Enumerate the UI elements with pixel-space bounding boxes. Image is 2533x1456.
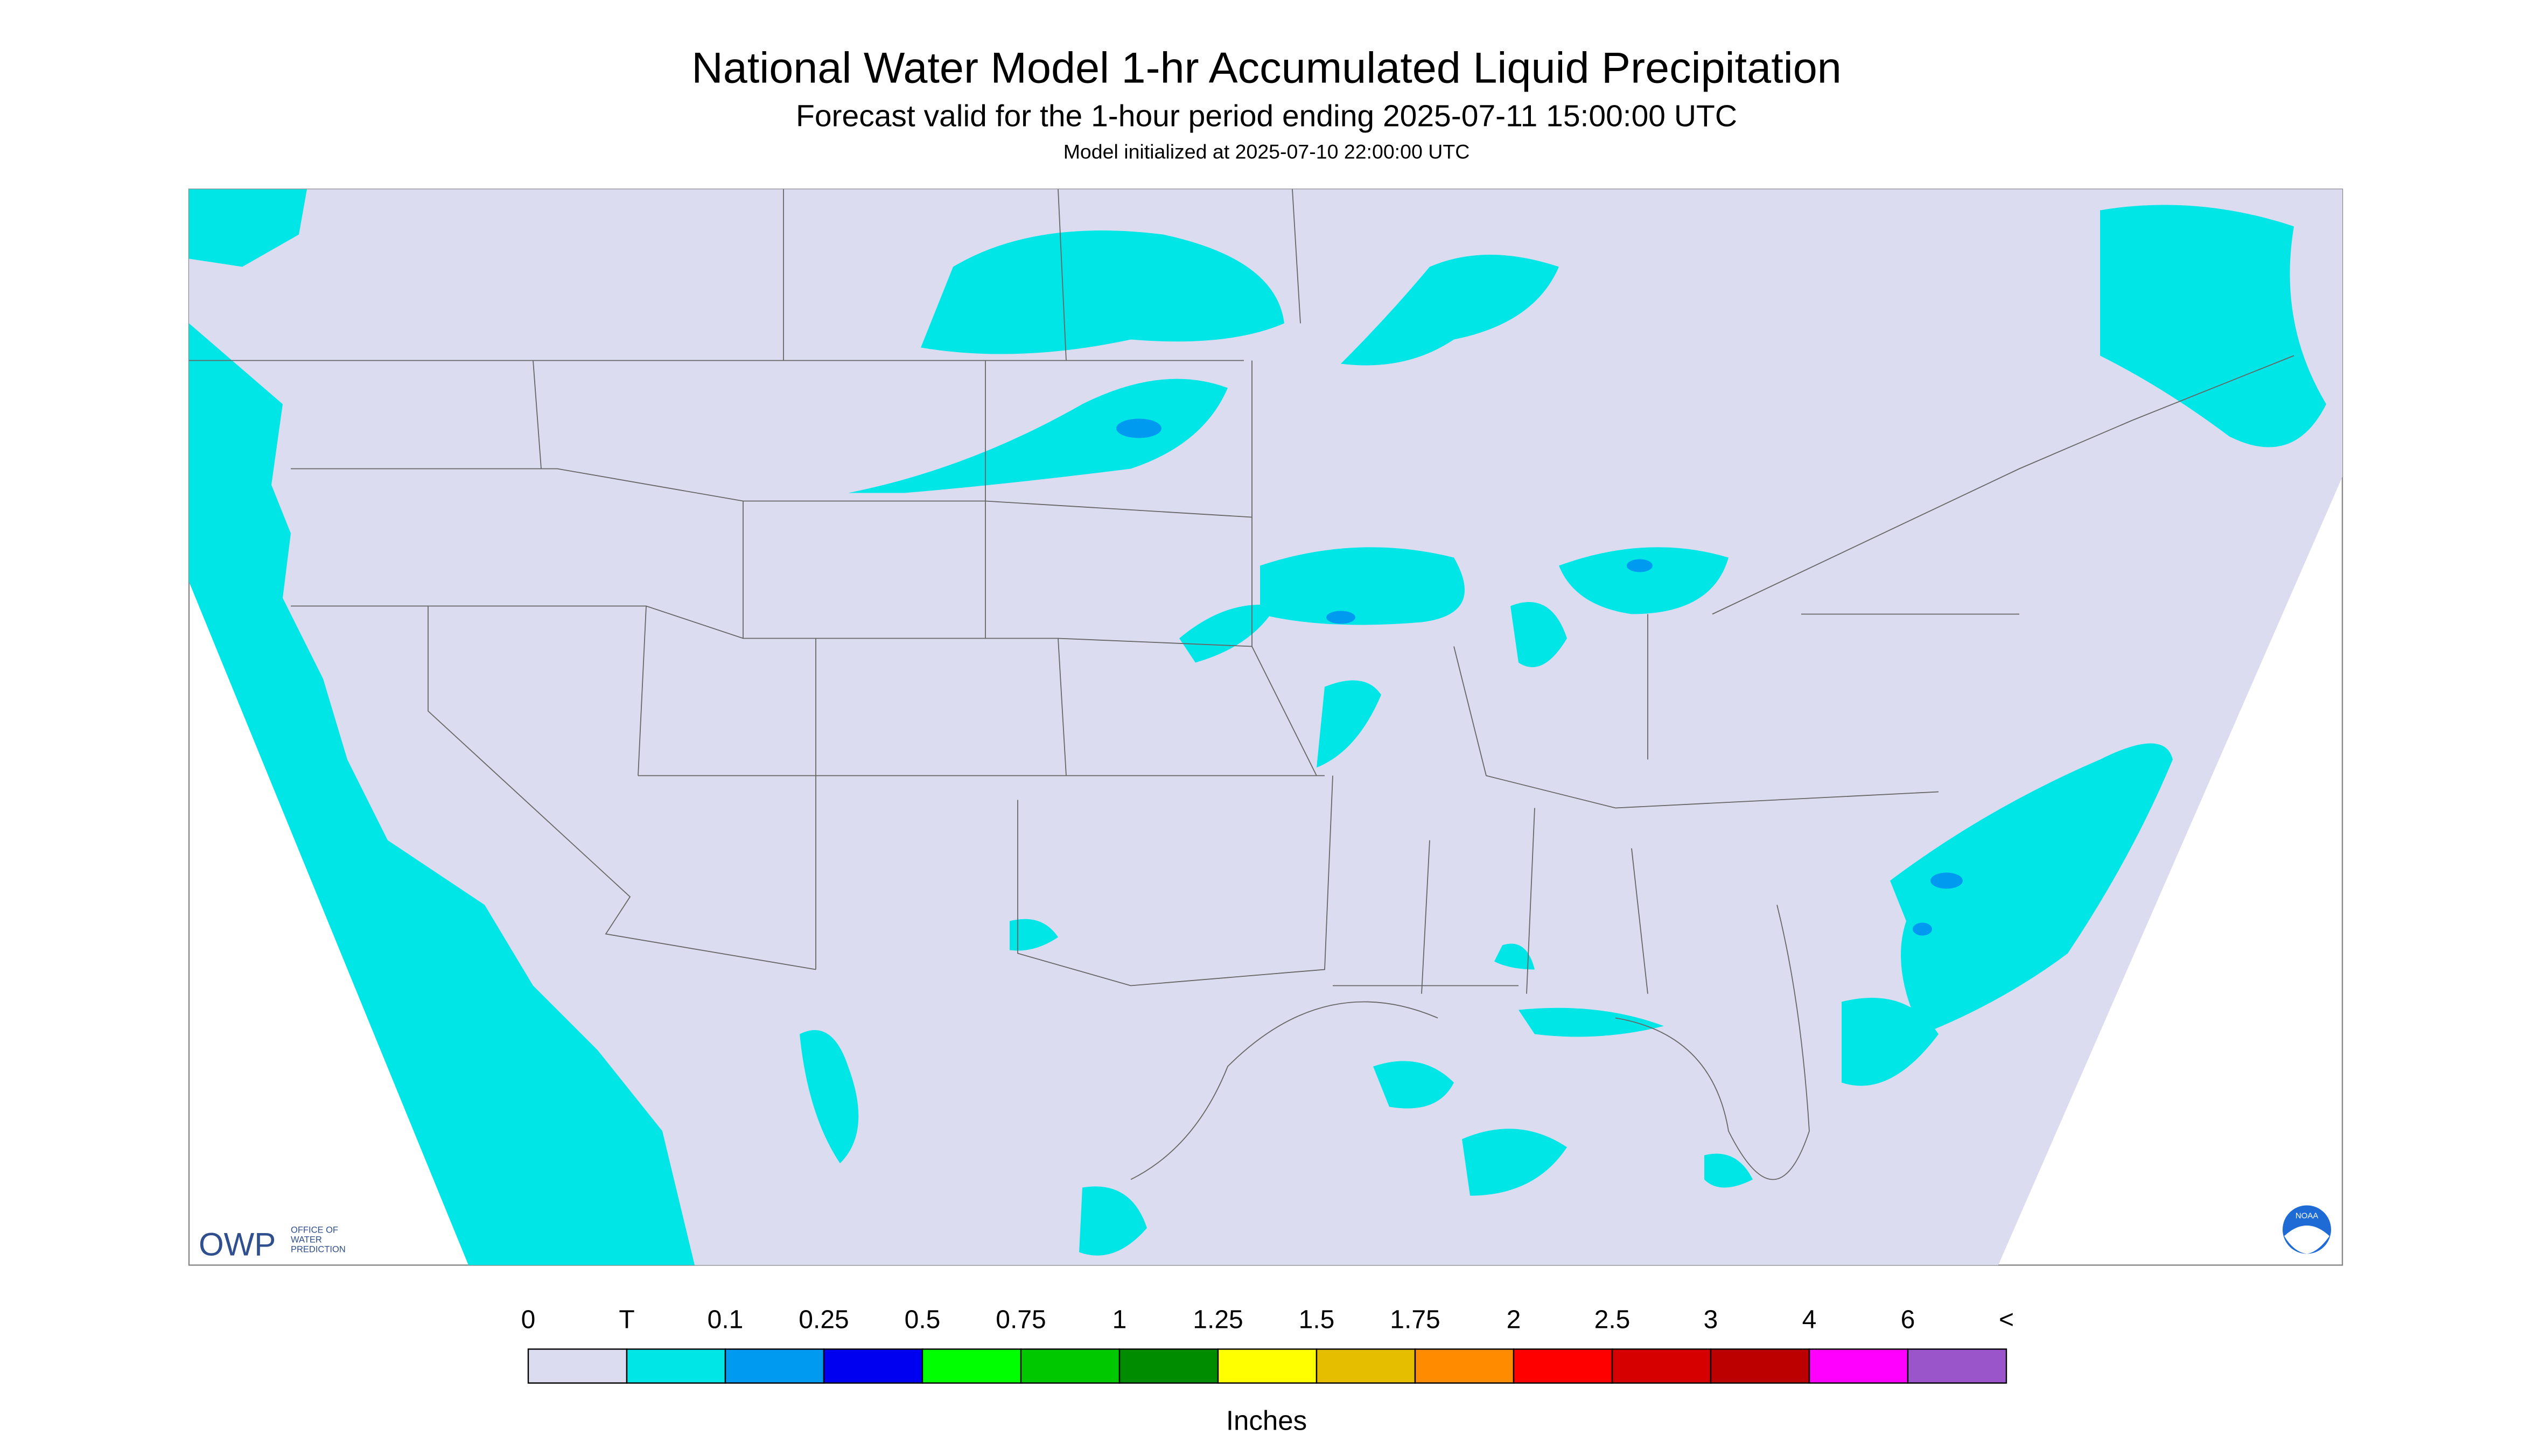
owp-name: PREDICTION xyxy=(291,1245,346,1255)
boundaries xyxy=(189,189,2294,1180)
legend-swatch xyxy=(823,1348,923,1384)
legend-label: 4 xyxy=(1802,1306,1817,1334)
noaa-label: NOAA xyxy=(2296,1212,2319,1221)
map-domain xyxy=(189,189,2342,1265)
legend-label: 0.1 xyxy=(708,1306,744,1334)
precip-areas xyxy=(189,189,2326,1265)
legend-label: 1.5 xyxy=(1299,1306,1335,1334)
map: OWP OFFICE OF WATER PREDICTION NOAA xyxy=(188,188,2343,1266)
noaa-logo-wave xyxy=(2284,1226,2329,1254)
legend-swatch xyxy=(1020,1348,1121,1384)
legend-swatch xyxy=(1513,1348,1613,1384)
legend-swatch xyxy=(1316,1348,1416,1384)
legend-label: 1.25 xyxy=(1193,1306,1243,1334)
owp-logo: OWP xyxy=(199,1227,276,1263)
legend-swatch xyxy=(1217,1348,1318,1384)
legend-swatch xyxy=(921,1348,1022,1384)
legend-swatch xyxy=(626,1348,726,1384)
precip-moderate xyxy=(1116,418,1963,936)
legend-swatch xyxy=(1907,1348,2007,1384)
legend-label: 2 xyxy=(1507,1306,1521,1334)
title: National Water Model 1-hr Accumulated Li… xyxy=(691,44,1842,93)
legend-swatch xyxy=(1710,1348,1810,1384)
legend-swatch xyxy=(527,1348,628,1384)
legend-label: 3 xyxy=(1704,1306,1718,1334)
legend-label: 2.5 xyxy=(1594,1306,1631,1334)
legend-label: 6 xyxy=(1901,1306,1915,1334)
legend-swatch xyxy=(1611,1348,1712,1384)
legend-swatch xyxy=(1118,1348,1219,1384)
legend-unit: Inches xyxy=(1226,1405,1307,1436)
legend-label: 1.75 xyxy=(1390,1306,1440,1334)
legend-label: < xyxy=(1999,1306,2014,1334)
init-time: Model initialized at 2025-07-10 22:00:00… xyxy=(1063,141,1470,163)
legend: 0 T 0.1 0.25 0.5 0.75 1 1.25 1.5 1.75 2 2.5 3 4 6 < xyxy=(521,1306,2014,1384)
owp-name: OFFICE OF xyxy=(291,1226,338,1235)
legend-label: 0.25 xyxy=(799,1306,849,1334)
legend-label: T xyxy=(619,1306,634,1334)
subtitle: Forecast valid for the 1-hour period end… xyxy=(796,99,1737,134)
legend-label: 0.75 xyxy=(996,1306,1046,1334)
legend-label: 0.5 xyxy=(905,1306,941,1334)
owp-name: WATER xyxy=(291,1235,322,1245)
legend-label: 1 xyxy=(1112,1306,1127,1334)
legend-swatch xyxy=(724,1348,825,1384)
legend-swatch xyxy=(1414,1348,1515,1384)
legend-label: 0 xyxy=(521,1306,536,1334)
legend-swatch xyxy=(1808,1348,1909,1384)
